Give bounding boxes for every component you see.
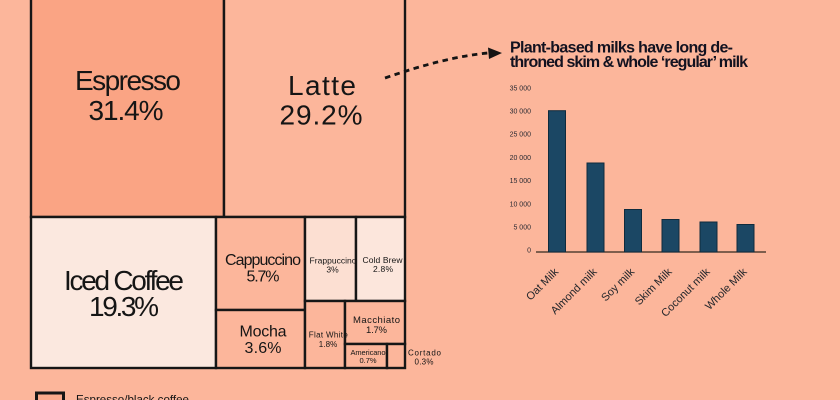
svg-text:15 000: 15 000 — [510, 178, 532, 185]
svg-text:3.6%: 3.6% — [245, 340, 282, 357]
svg-text:Latte: Latte — [288, 70, 356, 101]
svg-text:5 000: 5 000 — [513, 225, 531, 232]
svg-text:35 000: 35 000 — [510, 85, 532, 92]
svg-text:Cappuccino: Cappuccino — [225, 252, 301, 269]
svg-text:Espresso/black coffee: Espresso/black coffee — [76, 393, 189, 400]
svg-text:5.7%: 5.7% — [247, 269, 280, 286]
svg-text:Americano: Americano — [351, 348, 386, 357]
svg-text:29.2%: 29.2% — [280, 100, 363, 131]
svg-text:0.3%: 0.3% — [415, 358, 434, 367]
svg-text:2.8%: 2.8% — [373, 264, 393, 274]
svg-text:3%: 3% — [326, 265, 339, 275]
svg-text:Iced Coffee: Iced Coffee — [64, 265, 184, 296]
svg-text:Macchiato: Macchiato — [353, 315, 400, 326]
svg-text:20 000: 20 000 — [510, 155, 532, 162]
svg-text:Espresso: Espresso — [75, 65, 181, 96]
svg-text:30 000: 30 000 — [510, 109, 532, 116]
svg-text:Flat White: Flat White — [309, 331, 349, 340]
svg-text:Cold Brew: Cold Brew — [363, 255, 404, 265]
svg-text:Mocha: Mocha — [240, 324, 287, 341]
svg-text:25 000: 25 000 — [510, 132, 532, 139]
svg-text:throned skim & whole ‘regular’: throned skim & whole ‘regular’ milk — [510, 54, 748, 71]
svg-text:Plant-based milks have long de: Plant-based milks have long de- — [510, 40, 733, 57]
svg-text:1.7%: 1.7% — [366, 325, 388, 336]
svg-text:19.3%: 19.3% — [89, 291, 159, 322]
svg-text:10 000: 10 000 — [510, 201, 532, 208]
svg-text:0.7%: 0.7% — [360, 356, 377, 365]
svg-text:Frappuccino: Frappuccino — [310, 256, 357, 266]
svg-text:0: 0 — [527, 248, 531, 255]
svg-text:1.8%: 1.8% — [319, 340, 338, 349]
svg-text:Cortado: Cortado — [408, 349, 442, 358]
svg-text:31.4%: 31.4% — [89, 95, 164, 126]
